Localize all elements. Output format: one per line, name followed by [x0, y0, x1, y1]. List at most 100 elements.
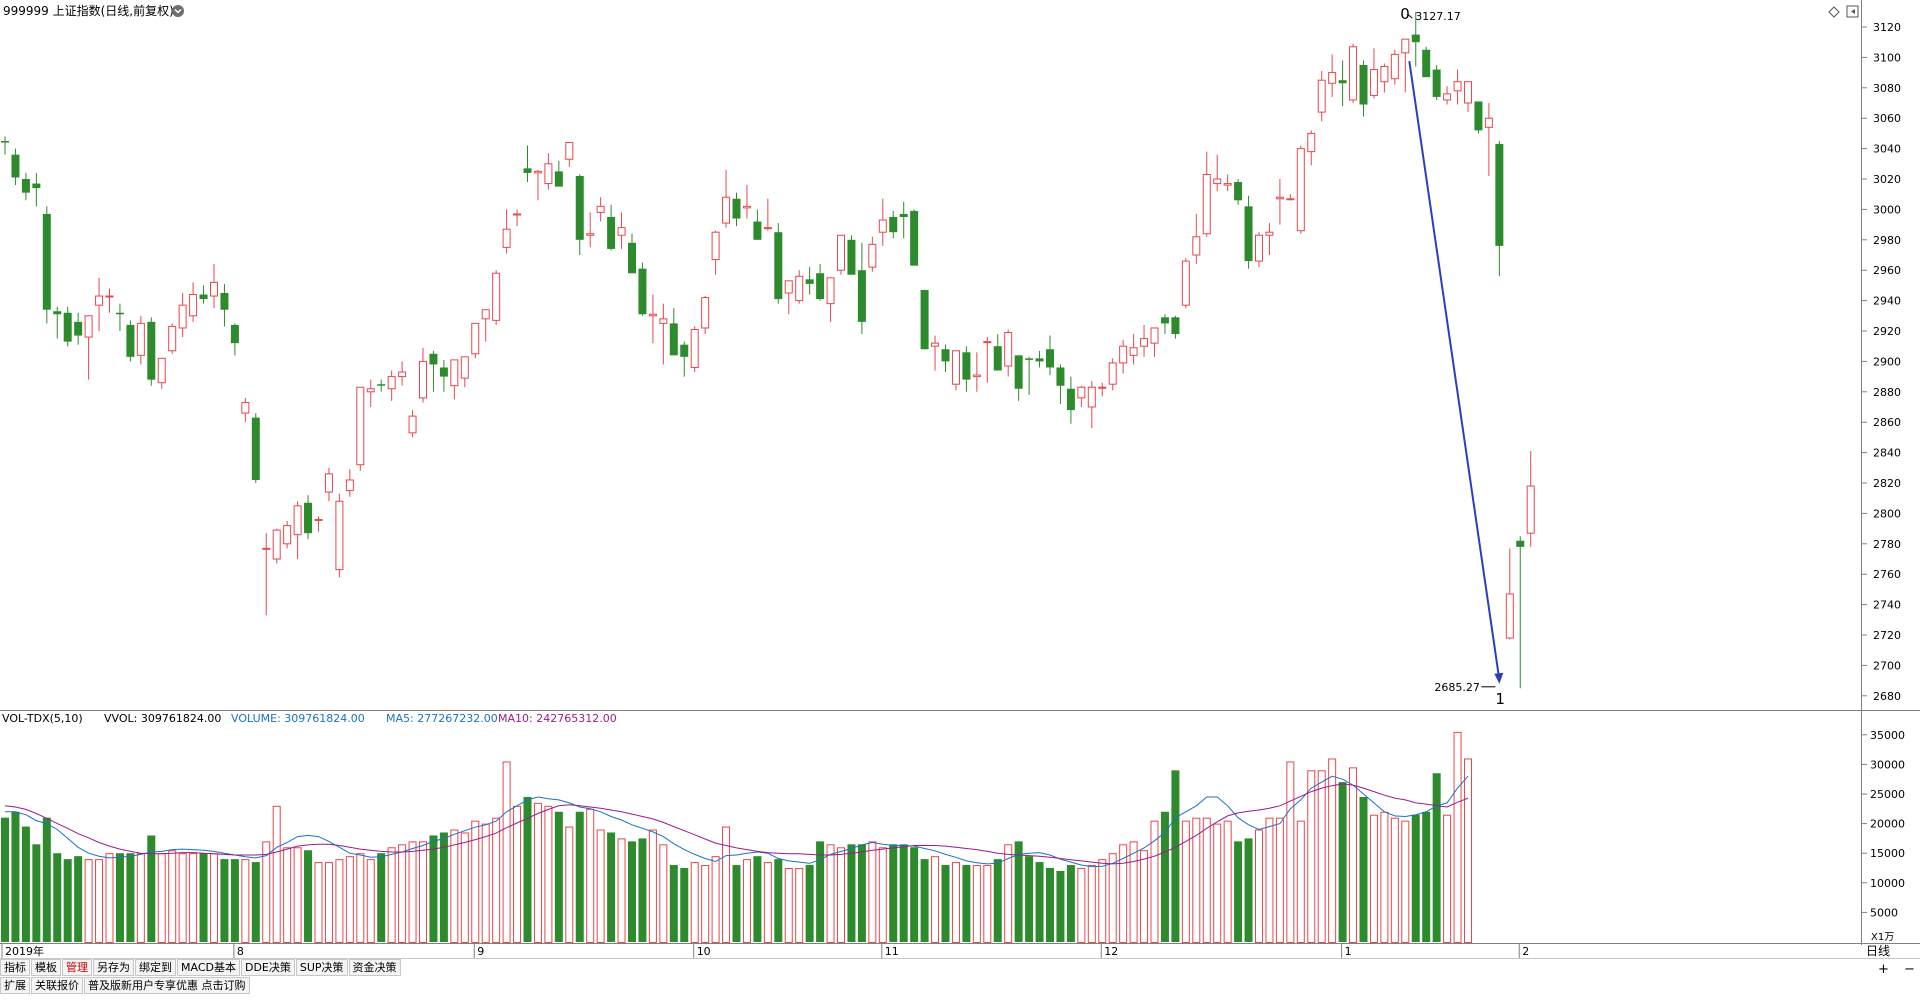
diamond-icon[interactable] — [1828, 6, 1840, 18]
volume-bar — [1338, 782, 1347, 942]
candle-body — [554, 171, 563, 187]
toolbar1-button-5[interactable]: MACD基本 — [177, 959, 240, 976]
volume-bar — [1255, 829, 1263, 944]
date-label: 12 — [1104, 945, 1118, 958]
volume-bar — [753, 856, 762, 942]
volume-bar — [1192, 817, 1201, 943]
volume-bar — [931, 856, 940, 943]
period-label[interactable]: 日线 — [1866, 944, 1890, 958]
candle — [1411, 11, 1420, 67]
candle — [742, 185, 751, 219]
candle-body — [11, 154, 20, 178]
candle-body — [387, 376, 396, 390]
volume-bar — [293, 847, 302, 944]
candle — [690, 326, 699, 373]
candle — [460, 356, 469, 388]
toolbar1-button-4[interactable]: 绑定到 — [135, 959, 176, 976]
candle-body — [816, 273, 825, 300]
zoom-in-button[interactable]: + — [1878, 962, 1889, 975]
toolbar1-button-1[interactable]: 模板 — [31, 959, 61, 976]
toolbar1-button-2[interactable]: 管理 — [62, 959, 92, 976]
toolbar1-button-0[interactable]: 指标 — [0, 959, 30, 976]
toolbar1-button-3[interactable]: 另存为 — [93, 959, 134, 976]
candle-body — [84, 315, 93, 338]
candle-body — [847, 239, 856, 275]
candle-body — [669, 323, 678, 356]
candle-body — [115, 312, 124, 315]
price-tick-label: 2700 — [1873, 659, 1901, 672]
candle-body — [1, 141, 9, 143]
candle-body — [74, 321, 83, 336]
candle — [1516, 536, 1525, 689]
candle-body — [304, 502, 313, 534]
indicator-toolbar: 指标 模板 管理 另存为 绑定到 MACD基本 DDE决策 SUP决策 资金决策 — [0, 959, 402, 976]
candle — [220, 283, 229, 327]
candle-body — [899, 213, 908, 217]
candle-body — [648, 313, 657, 317]
candle-body — [471, 322, 480, 355]
candle — [837, 234, 845, 275]
candle — [293, 501, 302, 559]
volume-bar — [1119, 844, 1128, 944]
volume-bar — [983, 865, 992, 943]
toolbar1-button-6[interactable]: DDE决策 — [240, 959, 295, 976]
candle — [398, 361, 407, 386]
toolbar1-button-7[interactable]: SUP决策 — [295, 959, 348, 976]
low-label: 2685.27 — [1434, 681, 1480, 694]
candle — [638, 262, 647, 316]
candle — [1192, 213, 1201, 265]
candle — [241, 397, 250, 423]
candle-body — [262, 547, 271, 550]
volume-axis: 35000 30000 25000 20000 15000 10000 5000 X1万 — [1862, 729, 1905, 943]
volume-bar — [784, 868, 793, 943]
volume-bar — [732, 865, 741, 942]
candle-body — [1171, 317, 1180, 335]
candle — [941, 344, 950, 373]
candle-body — [1464, 81, 1472, 104]
candle-body — [1317, 79, 1326, 113]
candle-body — [1066, 388, 1075, 411]
toolbar2-button-2[interactable]: 普及版新用户专享优惠 点击订购 — [84, 977, 250, 994]
candle-body — [931, 342, 940, 347]
candle-body — [377, 384, 386, 386]
chevron-down-icon[interactable] — [172, 5, 184, 17]
candle-body — [1390, 53, 1399, 80]
candle — [1432, 65, 1441, 100]
zoom-out-button[interactable]: − — [1904, 962, 1915, 975]
candle — [544, 153, 553, 190]
volume-bar — [1307, 770, 1316, 943]
candle-body — [1046, 349, 1054, 368]
candle-body — [356, 386, 365, 466]
volume-bar — [701, 865, 710, 943]
kline-chart[interactable]: 999999 上证指数(日线,前复权) VOL-TDX(5,10) VVOL: … — [0, 0, 1920, 975]
volume-bar — [1411, 814, 1420, 942]
candle — [878, 198, 887, 246]
candle-body — [345, 479, 354, 492]
price-tick-label: 3040 — [1873, 143, 1901, 156]
volume-bar — [1223, 820, 1232, 944]
toolbar2-button-0[interactable]: 扩展 — [0, 977, 30, 994]
volume-bar — [1422, 811, 1431, 942]
volume-bar — [11, 811, 20, 942]
volume-bar — [596, 829, 605, 944]
volume-label: VOLUME: 309761824.00 — [231, 712, 365, 725]
collapse-icon[interactable] — [1846, 5, 1859, 18]
toolbar2-button-1[interactable]: 关联报价 — [31, 977, 83, 994]
extension-toolbar: 扩展 关联报价 普及版新用户专享优惠 点击订购 — [0, 977, 251, 994]
toolbar1-button-8[interactable]: 资金决策 — [348, 959, 401, 976]
volume-bar — [1004, 844, 1013, 944]
candle-body — [408, 415, 417, 434]
volume-tick-label: 20000 — [1870, 818, 1905, 831]
candle-body — [951, 350, 960, 385]
candle-body — [1526, 485, 1535, 534]
candle-body — [868, 243, 877, 268]
volume-bar — [335, 859, 344, 943]
volume-bar — [565, 826, 574, 943]
volume-bar — [1077, 868, 1086, 943]
volume-bar — [157, 853, 166, 944]
candle-body — [199, 294, 208, 300]
candle — [920, 289, 929, 350]
candle-body — [95, 295, 104, 306]
candle — [492, 270, 501, 325]
volume-bar — [429, 835, 438, 942]
